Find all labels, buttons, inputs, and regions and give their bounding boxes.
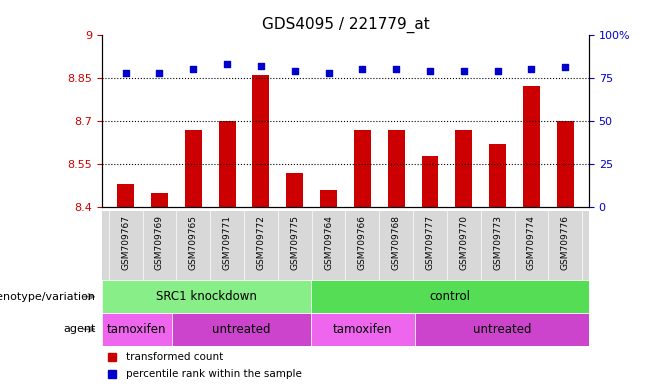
Text: GSM709771: GSM709771 [222,215,232,270]
Point [290,68,300,74]
Point [154,70,164,76]
Text: transformed count: transformed count [126,352,224,362]
Point [357,66,368,72]
Text: control: control [429,290,470,303]
Text: GSM709774: GSM709774 [527,215,536,270]
Text: GSM709764: GSM709764 [324,215,333,270]
Text: percentile rank within the sample: percentile rank within the sample [126,369,302,379]
Bar [117,184,134,207]
Point [391,66,401,72]
Text: GSM709769: GSM709769 [155,215,164,270]
Bar [311,313,415,346]
Bar [102,280,311,313]
Text: SRC1 knockdown: SRC1 knockdown [156,290,257,303]
Text: GSM709775: GSM709775 [290,215,299,270]
Text: GSM709768: GSM709768 [392,215,401,270]
Bar [185,129,202,207]
Text: GSM709767: GSM709767 [121,215,130,270]
Point [256,63,266,69]
Text: tamoxifen: tamoxifen [333,323,393,336]
Bar [102,211,589,280]
Text: GSM709776: GSM709776 [561,215,570,270]
Point [492,68,503,74]
Text: GSM709766: GSM709766 [358,215,367,270]
Text: GSM709770: GSM709770 [459,215,468,270]
Point [323,70,334,76]
Point [222,61,232,67]
Text: untreated: untreated [472,323,531,336]
Bar [172,313,311,346]
Point [526,66,537,72]
Text: GSM709773: GSM709773 [493,215,502,270]
Text: tamoxifen: tamoxifen [107,323,166,336]
Point [459,68,469,74]
Bar [286,173,303,207]
Bar [102,313,172,346]
Text: GSM709765: GSM709765 [189,215,198,270]
Point [560,65,570,71]
Bar [557,121,574,207]
Bar [523,86,540,207]
Bar [320,190,337,207]
Bar [311,280,589,313]
Bar [415,313,589,346]
Bar [354,129,371,207]
Text: GSM709772: GSM709772 [257,215,265,270]
Text: agent: agent [63,324,95,334]
Point [424,68,435,74]
Bar [489,144,506,207]
Text: untreated: untreated [212,323,270,336]
Bar [253,75,269,207]
Text: genotype/variation: genotype/variation [0,291,95,302]
Text: GSM709777: GSM709777 [426,215,434,270]
Bar [455,129,472,207]
Title: GDS4095 / 221779_at: GDS4095 / 221779_at [262,17,429,33]
Bar [388,129,405,207]
Bar [422,156,438,207]
Bar [151,193,168,207]
Point [188,66,199,72]
Point [120,70,131,76]
Bar [218,121,236,207]
